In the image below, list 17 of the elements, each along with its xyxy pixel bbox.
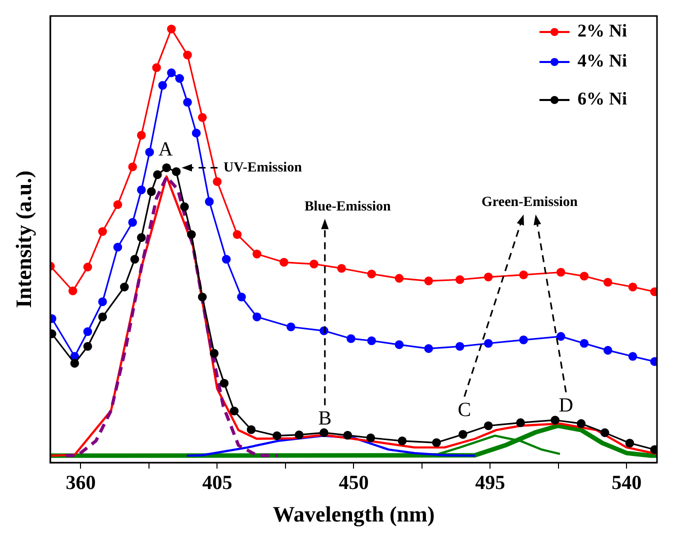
x-tick-label: 450	[338, 472, 369, 494]
x-axis-title: Wavelength (nm)	[272, 501, 435, 526]
annotation: Green-Emission	[482, 195, 578, 210]
legend-label: 2% Ni	[578, 20, 627, 41]
legend-label: 4% Ni	[578, 50, 627, 71]
x-tick-label: 405	[202, 472, 232, 494]
annotation: C	[458, 398, 472, 421]
x-tick-label: 495	[475, 472, 506, 494]
annotation: B	[318, 407, 332, 430]
annotation: D	[558, 394, 574, 416]
x-tick-label: 360	[66, 472, 96, 494]
y-axis-title: Intensity (a.u.)	[10, 170, 36, 308]
legend-label: 6% Ni	[578, 88, 627, 109]
annotation: A	[158, 138, 174, 161]
annotation: UV-Emission	[224, 160, 302, 176]
annotation: Blue-Emission	[304, 199, 392, 214]
x-tick-label: 540	[612, 472, 642, 494]
